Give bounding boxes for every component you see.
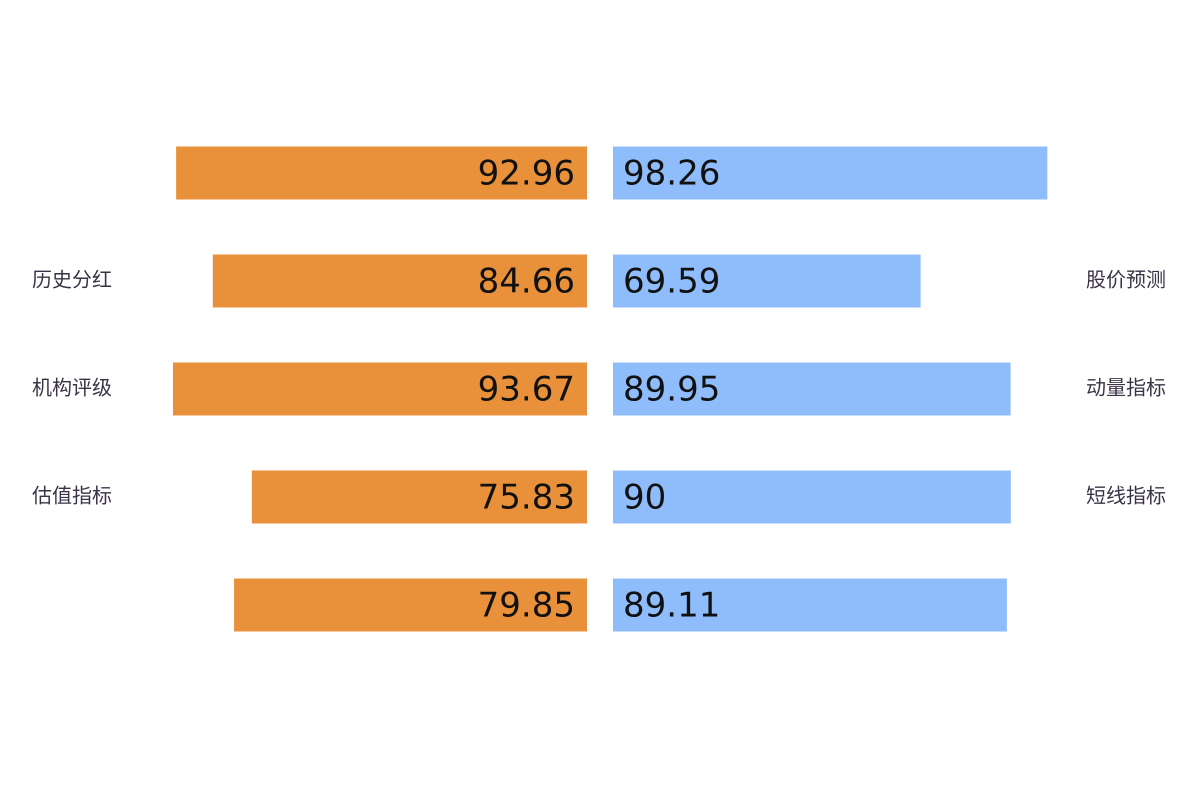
category-label: 动量指标 — [1086, 376, 1166, 400]
value-label: 89.95 — [623, 370, 720, 410]
category-label: 股价预测 — [1086, 268, 1166, 292]
value-label: 69.59 — [623, 262, 720, 302]
value-label: 98.26 — [623, 154, 720, 194]
value-label: 84.66 — [478, 262, 575, 302]
left-bar — [176, 146, 587, 200]
category-label: 短线指标 — [1086, 484, 1166, 508]
value-label: 89.11 — [623, 586, 720, 626]
left-bar — [251, 470, 587, 524]
value-label: 90 — [623, 478, 666, 518]
value-label: 92.96 — [478, 154, 575, 194]
left-bar — [212, 254, 587, 308]
right-bar — [613, 146, 1048, 200]
category-label: 估值指标 — [32, 484, 112, 508]
value-label: 79.85 — [478, 586, 575, 626]
value-label: 93.67 — [478, 370, 575, 410]
right-bar — [613, 470, 1011, 524]
value-label: 75.83 — [478, 478, 575, 518]
right-bar — [613, 254, 921, 308]
category-label: 历史分红 — [32, 268, 112, 292]
left-bar — [234, 578, 588, 632]
left-bar — [172, 362, 587, 416]
right-bar — [613, 362, 1011, 416]
category-label: 机构评级 — [32, 376, 112, 400]
right-bar — [613, 578, 1007, 632]
